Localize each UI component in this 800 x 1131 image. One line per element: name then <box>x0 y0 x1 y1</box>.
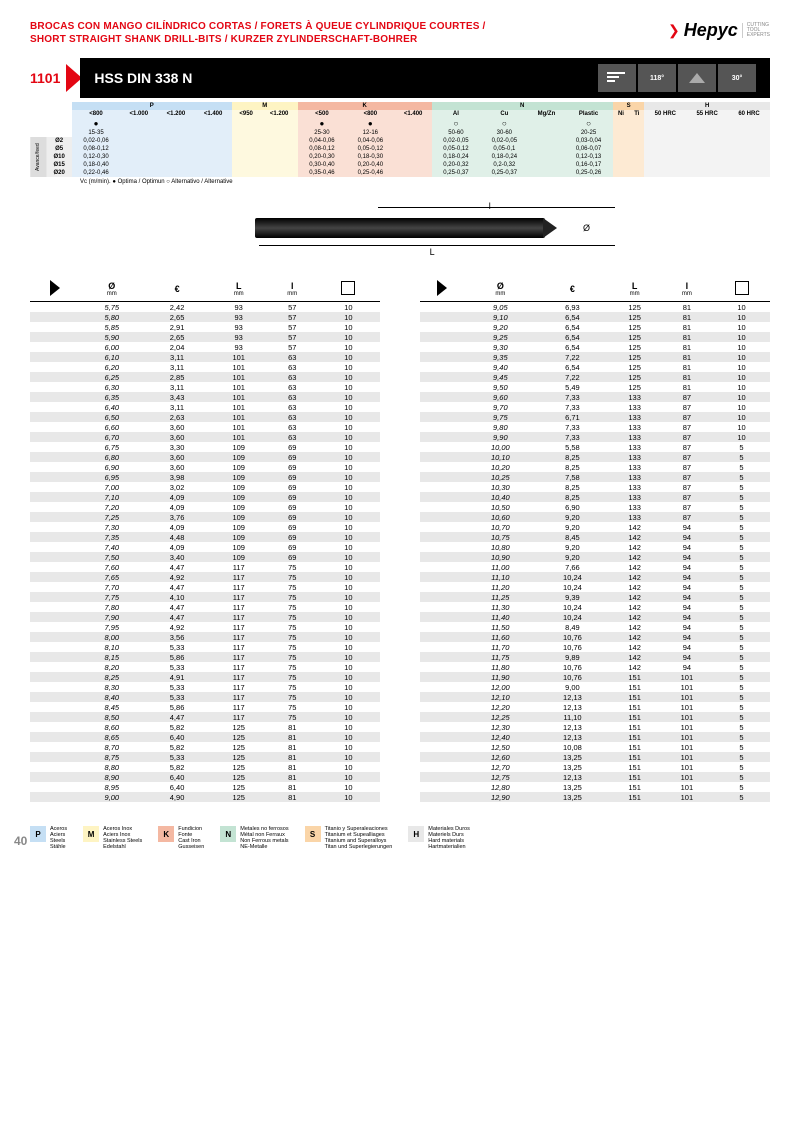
title-line-1: BROCAS CON MANGO CILÍNDRICO CORTAS / FOR… <box>30 20 486 33</box>
title-line-2: SHORT STRAIGHT SHANK DRILL-BITS / KURZER… <box>30 33 486 46</box>
dim-diameter: Ø <box>583 223 590 233</box>
product-name-bar: HSS DIN 338 N 118° 30° <box>80 58 770 98</box>
logo-subtitle: CUTTINGTOOLEXPERTS <box>742 23 770 38</box>
product-number: 1101 <box>30 70 60 86</box>
data-table-left: Ømm€Lmmlmm5,752,429357105,802,659357105,… <box>30 277 380 802</box>
page-title: BROCAS CON MANGO CILÍNDRICO CORTAS / FOR… <box>30 20 486 46</box>
header: BROCAS CON MANGO CILÍNDRICO CORTAS / FOR… <box>30 20 770 46</box>
spec-icons: 118° 30° <box>598 64 756 92</box>
angle-30-icon: 30° <box>718 64 756 92</box>
logo-text: Hepyc <box>684 20 738 41</box>
product-bar: 1101 HSS DIN 338 N 118° 30° <box>30 58 770 98</box>
data-tables: Ømm€Lmmlmm5,752,429357105,802,659357105,… <box>30 277 770 802</box>
tip-icon <box>678 64 716 92</box>
dim-l-large: L <box>430 247 435 257</box>
product-name: HSS DIN 338 N <box>94 70 192 86</box>
logo: ❯ Hepyc CUTTINGTOOLEXPERTS <box>668 20 770 41</box>
drill-body <box>255 218 545 238</box>
bars-icon <box>598 64 636 92</box>
material-legend: PAcerosAciersSteelsStähleMAceros InoxAci… <box>30 826 770 850</box>
data-table-right: Ømm€Lmmlmm9,056,9312581109,106,541258110… <box>420 277 770 802</box>
logo-arrow-icon: ❯ <box>668 22 680 39</box>
material-spec-table: PMKNSH<800<1.000<1.200<1.400<950<1.200<5… <box>30 102 770 177</box>
drill-diagram: l Ø L <box>30 193 770 263</box>
vc-note: Vc (m/min). ● Optima / Optimun ○ Alterna… <box>80 179 770 185</box>
page-number: 40 <box>14 834 27 848</box>
angle-118-icon: 118° <box>638 64 676 92</box>
dim-l-small: l <box>489 201 491 211</box>
